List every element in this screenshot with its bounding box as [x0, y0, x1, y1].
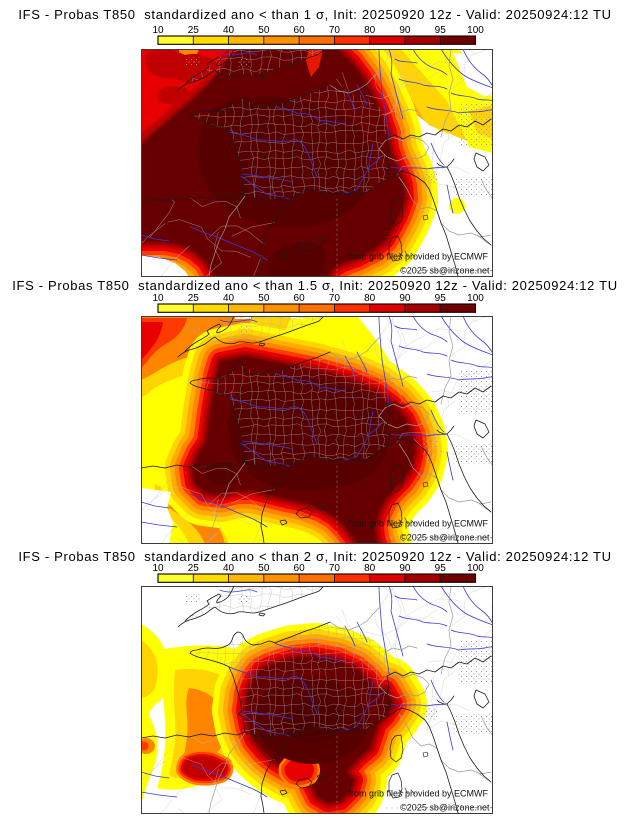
svg-text:80: 80: [364, 25, 376, 36]
svg-text:100: 100: [467, 293, 484, 304]
svg-text:from grib files provided by EC: from grib files provided by ECMWF: [348, 788, 488, 798]
svg-text:90: 90: [399, 563, 411, 574]
svg-text:25: 25: [188, 563, 200, 574]
svg-text:95: 95: [435, 25, 447, 36]
svg-text:95: 95: [435, 563, 447, 574]
svg-text:90: 90: [399, 293, 411, 304]
svg-text:from grib files provided by EC: from grib files provided by ECMWF: [348, 519, 488, 529]
svg-text:40: 40: [223, 293, 235, 304]
svg-text:25: 25: [188, 25, 200, 36]
svg-text:60: 60: [294, 563, 306, 574]
svg-text:40: 40: [223, 25, 235, 36]
svg-text:100: 100: [467, 563, 484, 574]
svg-text:60: 60: [294, 25, 306, 36]
svg-text:95: 95: [435, 293, 447, 304]
svg-text:50: 50: [258, 563, 270, 574]
svg-text:10: 10: [152, 25, 164, 36]
svg-text:10: 10: [152, 563, 164, 574]
svg-text:10: 10: [152, 293, 164, 304]
svg-text:from grib files provided by EC: from grib files provided by ECMWF: [348, 251, 488, 261]
svg-text:100: 100: [467, 25, 484, 36]
svg-text:60: 60: [294, 293, 306, 304]
svg-text:70: 70: [329, 563, 341, 574]
svg-text:50: 50: [258, 25, 270, 36]
svg-text:80: 80: [364, 293, 376, 304]
svg-text:80: 80: [364, 563, 376, 574]
svg-text:70: 70: [329, 25, 341, 36]
svg-text:50: 50: [258, 293, 270, 304]
svg-text:90: 90: [399, 25, 411, 36]
svg-text:25: 25: [188, 293, 200, 304]
svg-text:70: 70: [329, 293, 341, 304]
svg-text:40: 40: [223, 563, 235, 574]
